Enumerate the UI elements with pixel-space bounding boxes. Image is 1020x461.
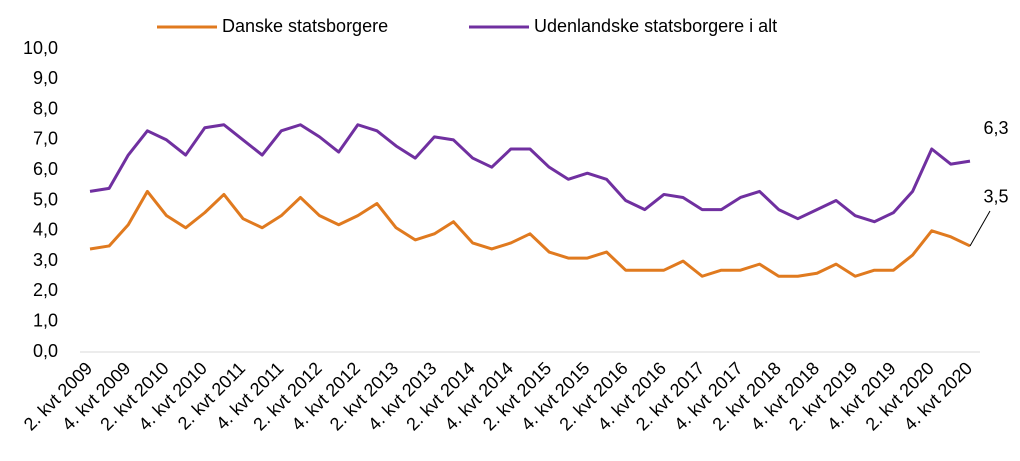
series-line [89,189,971,278]
y-tick-label: 4,0 [33,220,58,240]
data-label: 3,5 [983,187,1008,207]
y-tick-label: 1,0 [33,310,58,330]
legend-label: Udenlandske statsborgere i alt [534,16,777,36]
y-tick-label: 6,0 [33,159,58,179]
series-line [89,123,971,224]
y-tick-label: 2,0 [33,280,58,300]
leader-line [969,210,991,247]
y-tick-label: 7,0 [33,129,58,149]
y-tick-label: 10,0 [23,38,58,58]
y-tick-label: 3,0 [33,250,58,270]
y-tick-label: 0,0 [33,341,58,361]
y-tick-label: 5,0 [33,189,58,209]
y-tick-label: 8,0 [33,98,58,118]
y-tick-label: 9,0 [33,68,58,88]
legend-label: Danske statsborgere [222,16,388,36]
data-label: 6,3 [983,118,1008,138]
